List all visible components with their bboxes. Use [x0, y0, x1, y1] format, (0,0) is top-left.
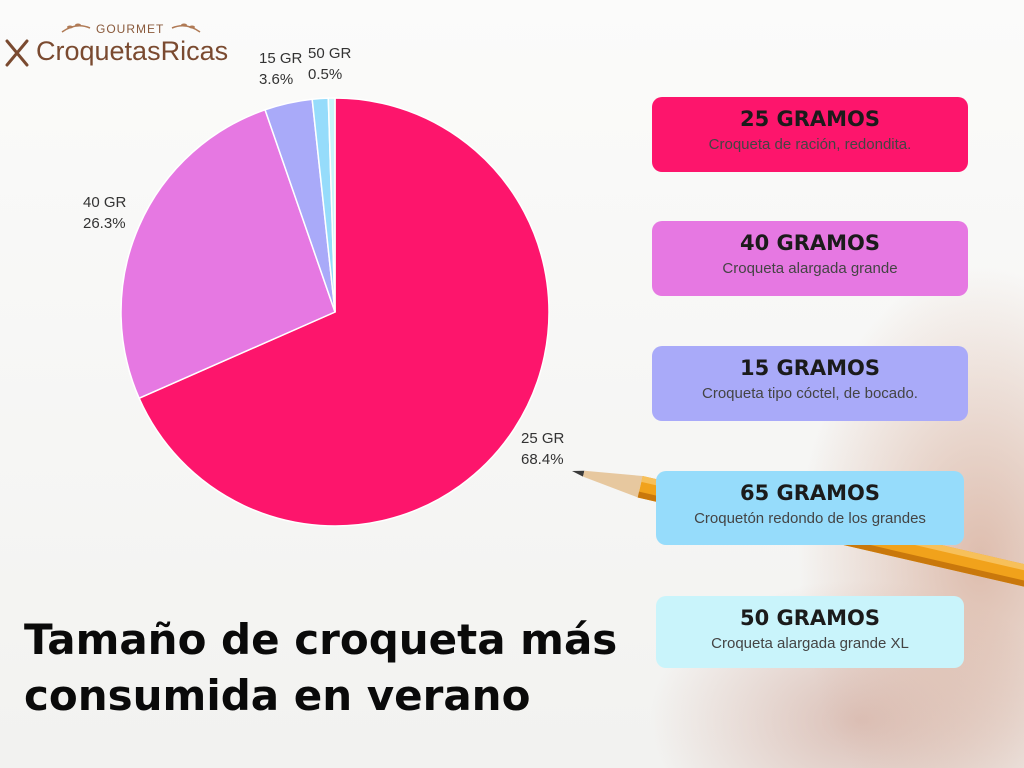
legend-card-40g: 40 GRAMOS Croqueta alargada grande [652, 221, 968, 296]
card-description: Croqueta de ración, redondita. [708, 136, 912, 153]
wheat-left-icon [61, 23, 91, 33]
pie-slice-50gr [327, 97, 336, 313]
slice-percent: 3.6% [259, 71, 294, 88]
legend-card-15g: 15 GRAMOS Croqueta tipo cóctel, de bocad… [652, 346, 968, 421]
page-title: Tamaño de croqueta más consumida en vera… [24, 612, 664, 724]
title-line-2: consumida en verano [24, 671, 531, 720]
slice-label-50gr: 50 GR 0.5% [308, 43, 351, 85]
title-line-1: Tamaño de croqueta más [24, 615, 618, 664]
slice-percent: 68.4% [521, 451, 564, 468]
card-title: 25 GRAMOS [739, 107, 881, 131]
slice-name: 25 GR [521, 430, 565, 447]
slice-name: 15 GR [259, 50, 303, 67]
slice-label-40gr: 40 GR 26.3% [83, 192, 126, 234]
card-description: Croqueta alargada grande [722, 260, 898, 277]
pie-slice-40gr [120, 108, 336, 400]
logo-brand-text: CroquetasRicas [36, 36, 229, 66]
slice-name: 40 GR [83, 194, 127, 211]
slice-name: 50 GR [308, 45, 352, 62]
slice-label-15gr: 15 GR 3.6% [259, 48, 302, 90]
wheat-right-icon [171, 23, 201, 33]
card-title: 15 GRAMOS [739, 356, 881, 380]
card-title: 65 GRAMOS [739, 481, 881, 505]
card-description: Croquetón redondo de los grandes [694, 510, 926, 527]
legend-card-50g: 50 GRAMOS Croqueta alargada grande XL [656, 596, 964, 668]
slice-label-25gr: 25 GR 68.4% [521, 428, 564, 470]
cutlery-icon [5, 39, 29, 67]
slice-percent: 26.3% [83, 215, 126, 232]
logo-gourmet-text: GOURMET [96, 22, 165, 36]
legend-card-25g: 25 GRAMOS Croqueta de ración, redondita. [652, 97, 968, 172]
card-title: 50 GRAMOS [739, 606, 881, 630]
pie-slice-25gr [138, 97, 550, 527]
legend-card-65g: 65 GRAMOS Croquetón redondo de los grand… [656, 471, 964, 545]
brand-logo: GOURMET CroquetasRicas [4, 20, 254, 72]
card-title: 40 GRAMOS [739, 231, 881, 255]
card-description: Croqueta alargada grande XL [711, 635, 909, 652]
card-description: Croqueta tipo cóctel, de bocado. [702, 385, 918, 402]
slice-percent: 0.5% [308, 66, 343, 83]
